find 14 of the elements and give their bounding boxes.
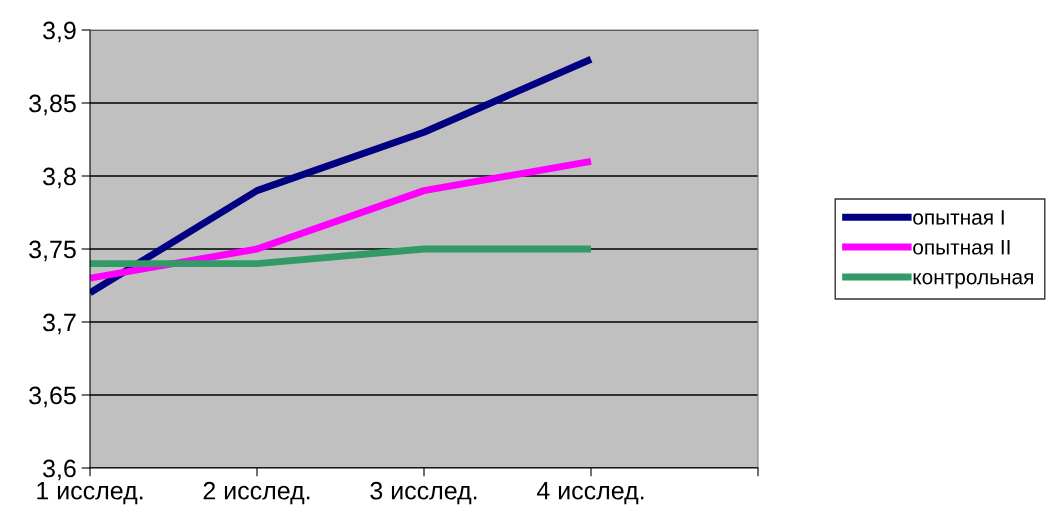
y-tick-label: 3,6 (43, 459, 76, 481)
y-tick-label: 3,85 (29, 94, 76, 116)
x-tick-label: 1 исслед. (37, 482, 143, 505)
y-tick-label: 3,7 (43, 313, 76, 335)
y-tick-label: 3,65 (29, 386, 76, 408)
y-tick-label: 3,9 (43, 21, 76, 43)
legend-label: опытная II (913, 240, 1010, 255)
x-tick-label: 2 исслед. (203, 481, 310, 505)
x-tick-label: 3 исслед. (370, 481, 477, 505)
y-tick-label: 3,8 (43, 167, 76, 189)
y-tick-label: 3,75 (29, 240, 76, 262)
legend-label: контрольная (913, 273, 1033, 289)
legend-label: опытная I (913, 210, 1004, 225)
x-tick-label: 4 исслед. (536, 482, 644, 505)
